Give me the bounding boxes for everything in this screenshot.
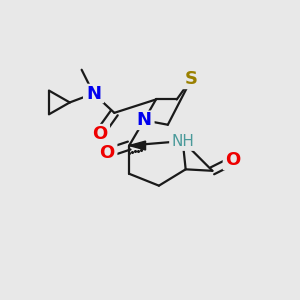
FancyBboxPatch shape — [83, 84, 104, 103]
Text: O: O — [99, 144, 115, 162]
FancyBboxPatch shape — [180, 68, 203, 89]
FancyBboxPatch shape — [89, 124, 110, 143]
Text: O: O — [92, 125, 107, 143]
FancyBboxPatch shape — [96, 143, 118, 163]
Text: NH: NH — [171, 134, 194, 148]
Text: S: S — [185, 70, 198, 88]
Polygon shape — [129, 141, 146, 150]
FancyBboxPatch shape — [169, 131, 196, 151]
Text: N: N — [136, 111, 152, 129]
FancyBboxPatch shape — [223, 151, 244, 170]
Text: O: O — [226, 152, 241, 169]
Text: N: N — [86, 85, 101, 103]
FancyBboxPatch shape — [134, 110, 154, 130]
